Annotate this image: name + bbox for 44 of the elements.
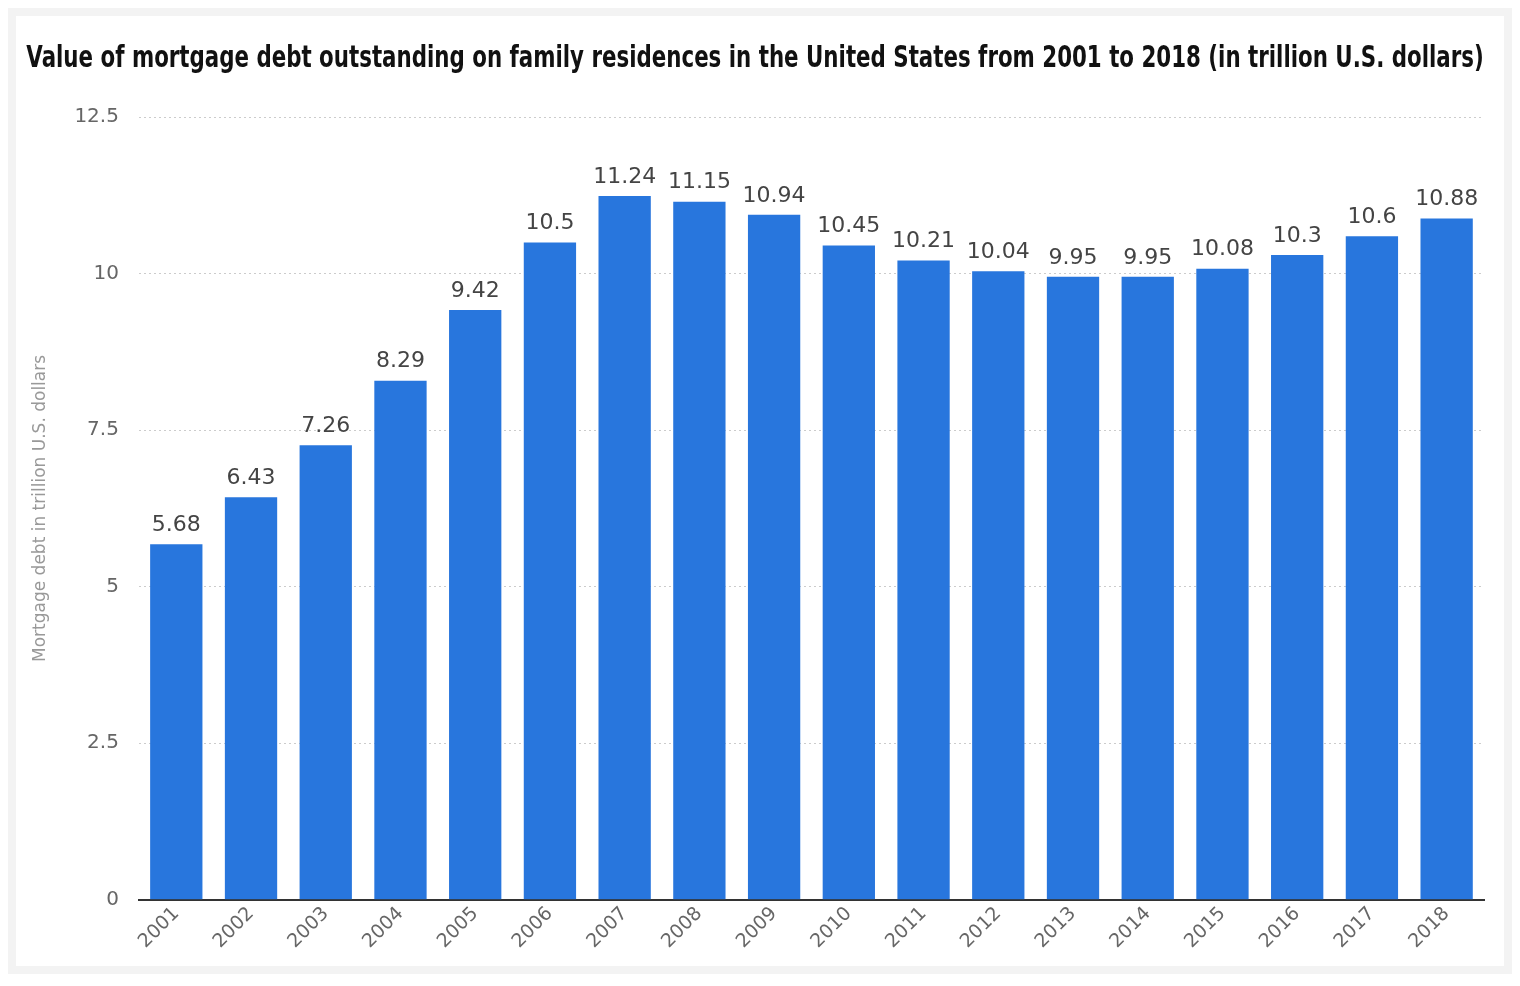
bar (822, 245, 875, 900)
chart-title: Value of mortgage debt outstanding on family residences in the United States from 2001 to 2018 (in trillion U.S. dollars) (26, 37, 1484, 74)
data-label: 10.3 (1272, 221, 1322, 247)
data-label: 9.95 (1123, 243, 1173, 269)
data-label: 10.04 (966, 237, 1030, 263)
data-label: 10.6 (1347, 202, 1397, 228)
data-label: 10.94 (742, 181, 806, 207)
data-label: 9.95 (1048, 243, 1098, 269)
bar (1271, 254, 1324, 900)
bar (1196, 268, 1249, 900)
bar (224, 497, 278, 900)
data-label: 8.29 (375, 347, 425, 373)
bar (1046, 276, 1100, 900)
bar (374, 380, 427, 900)
data-label: 10.21 (892, 227, 956, 253)
bar (673, 201, 726, 900)
bar (598, 196, 651, 900)
data-label: 7.26 (301, 411, 351, 437)
data-label: 11.24 (593, 162, 657, 188)
data-label: 10.88 (1415, 185, 1479, 211)
y-tick-label: 5 (106, 572, 119, 597)
bar (897, 260, 950, 900)
data-label: 10.5 (525, 209, 575, 235)
y-tick-label: 2.5 (87, 729, 119, 754)
data-label: 9.42 (450, 276, 500, 302)
y-axis-title: Mortgage debt in trillion U.S. dollars (28, 354, 49, 662)
bar (1420, 218, 1473, 900)
bar (1345, 236, 1399, 900)
bar (449, 310, 502, 900)
data-label: 10.45 (817, 212, 881, 238)
bar (523, 242, 577, 900)
bar (1121, 276, 1174, 900)
y-tick-label: 7.5 (87, 416, 119, 441)
bar (299, 445, 352, 900)
data-label: 5.68 (151, 510, 201, 536)
data-label: 10.08 (1190, 235, 1254, 261)
y-tick-label: 10 (93, 259, 119, 284)
data-label: 6.43 (226, 463, 276, 489)
bar (150, 544, 203, 900)
data-label: 11.15 (667, 168, 731, 194)
bar (972, 271, 1025, 900)
y-tick-label: 12.5 (74, 103, 119, 128)
bar (747, 214, 801, 900)
y-tick-label: 0 (106, 885, 119, 910)
